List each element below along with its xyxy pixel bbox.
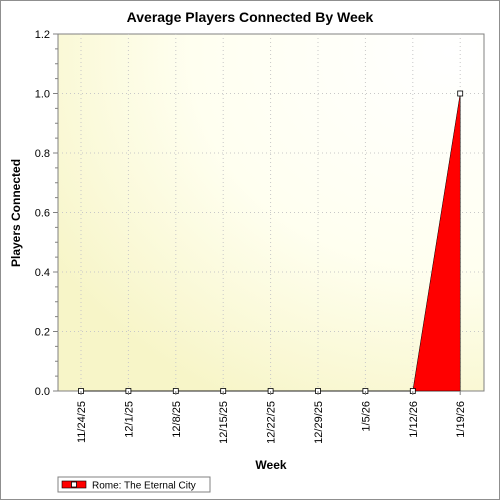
legend-label: Rome: The Eternal City — [92, 481, 196, 492]
y-tick-label: 1.2 — [35, 29, 50, 41]
y-tick-label: 0.6 — [35, 208, 50, 220]
grid-lines — [58, 34, 484, 391]
y-axis: 0.0 0.2 0.4 0.6 0.8 1.0 1.2 — [35, 29, 58, 398]
legend: Rome: The Eternal City — [57, 476, 211, 493]
y-axis-title: Players Connected — [9, 159, 23, 267]
x-axis: 11/24/25 12/1/25 12/8/25 12/15/25 12/22/25 12… — [76, 391, 467, 444]
x-tick-label: 1/19/26 — [455, 401, 467, 438]
y-tick-label: 0.4 — [35, 267, 50, 279]
y-tick-label: 0.0 — [35, 386, 50, 398]
x-tick-label: 12/15/25 — [218, 401, 230, 444]
y-tick-label: 1.0 — [35, 89, 50, 101]
x-tick-label: 12/1/25 — [123, 401, 135, 438]
x-tick-label: 1/12/26 — [408, 401, 420, 438]
data-point — [457, 90, 464, 97]
y-tick-label: 0.8 — [35, 148, 50, 160]
legend-marker — [71, 481, 77, 488]
x-axis-title: Week — [255, 458, 286, 472]
x-tick-label: 1/5/26 — [360, 401, 372, 432]
chart-title: Average Players Connected By Week — [127, 9, 374, 25]
y-tick-label: 0.2 — [35, 327, 50, 339]
x-tick-label: 12/22/25 — [266, 401, 278, 444]
legend-box — [57, 476, 211, 493]
x-tick-label: 12/29/25 — [313, 401, 325, 444]
x-tick-label: 12/8/25 — [171, 401, 183, 438]
x-tick-label: 11/24/25 — [76, 401, 88, 443]
